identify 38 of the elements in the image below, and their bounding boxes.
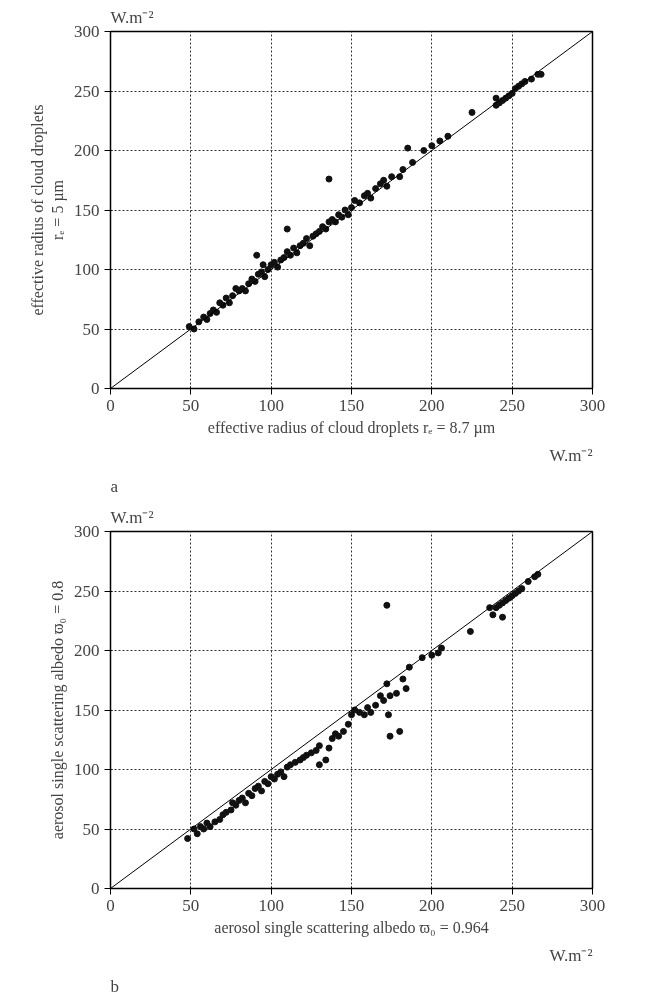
text: a [110,476,119,496]
x-tick-label: 250 [499,395,525,415]
y-tick-label: 200 [74,141,100,160]
x-tick-label: 200 [419,895,445,915]
x-tick-label: 50 [182,895,200,915]
x-tick-label: 150 [338,395,365,415]
y-axis-title: effective radius of cloud droplets rₑ = 5 µm [28,104,67,316]
y-tick-label: 200 [74,641,100,660]
x-axis-title: aerosol single scattering albedo ϖ₀ = 0.964 [214,918,489,937]
x-tick-label: 300 [579,395,606,415]
y-tick-label: 150 [74,200,100,220]
y-tick-label: 50 [82,819,100,839]
text: W.m⁻² [549,445,593,465]
x-tick-label: 0 [106,895,115,915]
x-axis-title: effective radius of cloud droplets rₑ = 8.7 µm [207,418,496,437]
y-tick-label: 0 [91,379,100,398]
y-tick-label: 0 [91,879,100,898]
y-tick-label: 300 [74,22,100,41]
x-tick-label: 300 [579,895,606,915]
text: W.m⁻² [549,945,593,965]
y-tick-label: 100 [74,760,100,779]
x-tick-label: 100 [258,895,284,915]
text: b [110,976,119,996]
y-tick-label: 100 [74,260,100,279]
x-tick-label: 50 [182,395,200,415]
text: W.m⁻² [110,7,154,27]
x-tick-label: 150 [338,895,365,915]
y-tick-label: 250 [74,581,100,601]
x-tick-label: 100 [258,395,284,415]
text: W.m⁻² [110,507,154,527]
x-tick-label: 200 [419,395,445,415]
y-tick-label: 300 [74,522,100,541]
y-tick-label: 50 [82,319,100,339]
x-tick-label: 0 [106,395,115,415]
y-tick-label: 250 [74,81,100,101]
y-axis-title: aerosol single scattering albedo ϖ₀ = 0.8 [49,580,67,840]
y-tick-label: 150 [74,700,100,720]
x-tick-label: 250 [499,895,525,915]
